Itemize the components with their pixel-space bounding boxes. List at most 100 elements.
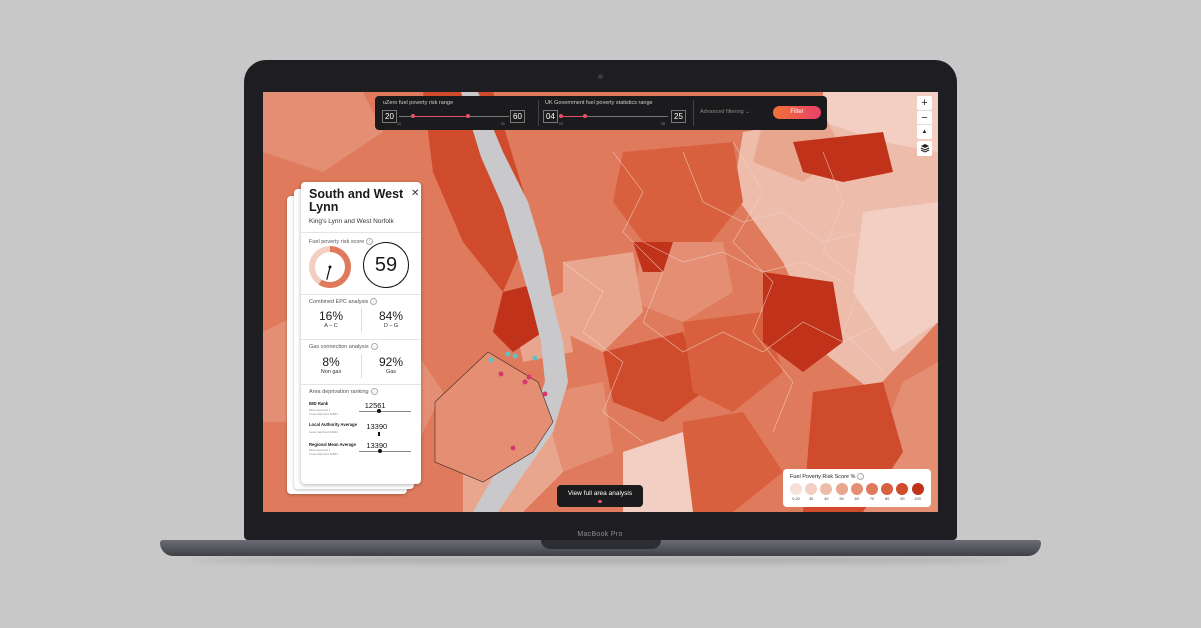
legend-swatch bbox=[835, 483, 848, 495]
uzero-tick-max: 90 bbox=[501, 122, 505, 126]
imd-rank-label: IMD Rank bbox=[309, 401, 329, 406]
legend-swatch bbox=[911, 483, 924, 495]
legend-label: 90 bbox=[900, 497, 905, 501]
info-icon[interactable]: i bbox=[366, 238, 374, 245]
advanced-filtering-toggle[interactable]: Advanced filtering ⌄ bbox=[700, 109, 750, 115]
regional-average-track bbox=[359, 451, 411, 452]
epc-label: Combined EPC analysis bbox=[309, 298, 369, 305]
legend-label: 30 bbox=[809, 497, 814, 501]
imd-rank-meta: Most deprived 1 bbox=[309, 408, 331, 412]
camera bbox=[598, 74, 603, 79]
regional-average-label: Regional Mean Average bbox=[309, 442, 356, 447]
legend-title-text: Fuel Poverty Risk Score % bbox=[790, 473, 856, 480]
deprivation-section-label: Area deprivation ranking i bbox=[309, 388, 378, 395]
epc-dg-value: 84% bbox=[378, 309, 404, 323]
risk-score-section-label: Fuel poverty risk score i bbox=[309, 238, 374, 245]
divider bbox=[361, 308, 362, 332]
info-icon[interactable]: i bbox=[370, 343, 378, 350]
legend-swatch bbox=[850, 483, 863, 495]
area-panel: South and West Lynn ✕ King's Lynn and We… bbox=[301, 182, 421, 484]
gov-slider-min-handle[interactable] bbox=[559, 114, 564, 118]
epc-ac-label: A – C bbox=[324, 323, 338, 329]
la-average-label: Local Authority Average bbox=[309, 422, 357, 427]
legend-label: 100 bbox=[914, 497, 921, 501]
divider bbox=[301, 294, 421, 295]
area-title: South and West Lynn bbox=[309, 187, 404, 214]
brand-label: MacBook Pro bbox=[577, 531, 623, 538]
compass-button[interactable]: ▲ bbox=[917, 124, 932, 139]
filter-divider bbox=[693, 100, 694, 126]
uzero-slider-range bbox=[412, 116, 468, 117]
gov-tick-min: 03 bbox=[559, 122, 563, 126]
epc-dg-label: D – G bbox=[383, 323, 399, 329]
legend-label: 40 bbox=[824, 497, 829, 501]
map-legend: Fuel Poverty Risk Score % i 0-20 30 40 50 60 7… bbox=[783, 469, 931, 507]
info-icon[interactable]: i bbox=[370, 298, 378, 305]
legend-title: Fuel Poverty Risk Score % i bbox=[790, 473, 865, 480]
divider bbox=[361, 354, 362, 378]
legend-label: 0-20 bbox=[792, 497, 800, 501]
legend-swatch bbox=[866, 483, 878, 495]
zoom-in-button[interactable]: + bbox=[917, 96, 932, 110]
layers-button[interactable] bbox=[917, 141, 932, 156]
chevron-down-icon: ⌄ bbox=[745, 109, 750, 115]
imd-rank-meta: Least deprived 32844 bbox=[309, 412, 338, 416]
legend-swatch bbox=[790, 483, 802, 495]
legend-swatch bbox=[896, 483, 909, 495]
uzero-range-label: uZero fuel poverty risk range bbox=[383, 100, 454, 106]
info-icon[interactable]: i bbox=[370, 388, 378, 395]
risk-score-value: 59 bbox=[363, 242, 409, 288]
gov-slider-max-handle[interactable] bbox=[583, 114, 587, 118]
gas-label: Gas bbox=[385, 369, 397, 375]
area-subtitle: King's Lynn and West Norfolk bbox=[309, 218, 394, 225]
view-full-analysis-label: View full area analysis bbox=[567, 490, 633, 497]
laptop-shadow bbox=[190, 556, 1011, 564]
risk-score-label: Fuel poverty risk score bbox=[309, 238, 365, 245]
gov-slider-track bbox=[560, 116, 668, 117]
advanced-filtering-label: Advanced filtering bbox=[700, 109, 744, 115]
la-average-marker bbox=[378, 432, 381, 436]
legend-label: 60 bbox=[854, 497, 859, 501]
legend-label: 70 bbox=[869, 497, 875, 501]
epc-ac-value: 16% bbox=[318, 309, 344, 323]
epc-section-label: Combined EPC analysis i bbox=[309, 298, 378, 305]
legend-swatch bbox=[820, 483, 833, 495]
gov-max-input[interactable]: 25 bbox=[671, 110, 686, 123]
info-icon[interactable]: i bbox=[857, 473, 865, 480]
gas-section-label: Gas connection analysis i bbox=[309, 343, 378, 350]
legend-swatch bbox=[805, 483, 818, 495]
app-screen: uZero fuel poverty risk range 20 10 90 6… bbox=[263, 92, 938, 512]
regional-average-meta: Most deprived 1 bbox=[309, 448, 331, 452]
regional-average-meta: Least deprived 32844 bbox=[309, 452, 338, 456]
zoom-out-button[interactable]: − bbox=[917, 110, 932, 125]
gas-value: 92% bbox=[378, 355, 404, 369]
filter-button[interactable]: Filter bbox=[773, 106, 821, 119]
legend-label: 50 bbox=[839, 497, 844, 501]
uzero-min-input[interactable]: 20 bbox=[382, 110, 397, 123]
uzero-tick-min: 10 bbox=[397, 122, 401, 126]
view-full-analysis-button[interactable]: View full area analysis bbox=[557, 485, 643, 507]
gas-label: Gas connection analysis bbox=[309, 343, 369, 350]
divider bbox=[301, 339, 421, 340]
legend-label: 80 bbox=[885, 497, 890, 501]
regional-average-marker bbox=[378, 449, 383, 453]
imd-rank-value: 12561 bbox=[364, 401, 386, 410]
gov-slider-range bbox=[561, 116, 585, 117]
la-average-value: 13390 bbox=[366, 422, 388, 431]
imd-rank-track bbox=[359, 411, 411, 412]
uzero-max-input[interactable]: 60 bbox=[510, 110, 525, 123]
filter-bar: uZero fuel poverty risk range 20 10 90 6… bbox=[375, 96, 827, 130]
close-icon[interactable]: ✕ bbox=[411, 188, 420, 199]
chevron-down-icon bbox=[598, 500, 602, 503]
uzero-slider-min-handle[interactable] bbox=[410, 114, 415, 118]
imd-rank-marker bbox=[376, 409, 381, 413]
layers-icon bbox=[920, 144, 929, 153]
filter-divider bbox=[538, 100, 539, 126]
divider bbox=[301, 384, 421, 385]
laptop-notch bbox=[541, 540, 661, 549]
non-gas-value: 8% bbox=[322, 355, 340, 369]
gov-min-input[interactable]: 04 bbox=[543, 110, 558, 123]
uzero-slider-max-handle[interactable] bbox=[465, 114, 470, 118]
deprivation-label: Area deprivation ranking bbox=[309, 388, 369, 395]
gov-range-label: UK Government fuel poverty statistics ra… bbox=[545, 100, 653, 106]
